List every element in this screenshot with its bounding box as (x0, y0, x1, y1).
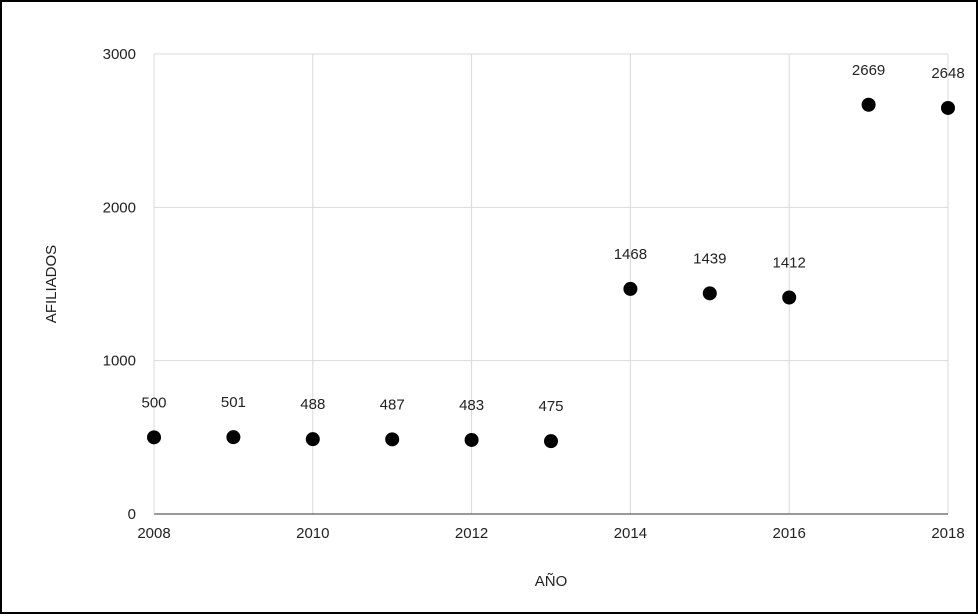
data-label: 487 (380, 396, 405, 413)
y-tick-label: 2000 (103, 199, 136, 216)
tick-labels: 2008 2010 2012 2014 2016 2018 0 1000 2000 3000 (103, 46, 965, 542)
data-point (623, 281, 638, 296)
y-tick-label: 1000 (103, 353, 136, 370)
data-label: 475 (538, 398, 563, 415)
x-axis-title: AÑO (535, 573, 568, 590)
data-point (464, 432, 479, 447)
data-label: 2648 (931, 65, 964, 82)
y-tick-label: 0 (128, 506, 136, 523)
data-label: 500 (141, 394, 166, 411)
data-label: 501 (221, 394, 246, 411)
x-tick-label: 2018 (931, 525, 964, 542)
data-point (305, 432, 320, 447)
x-tick-label: 2012 (455, 525, 488, 542)
y-axis-title: AFILIADOS (43, 245, 60, 323)
data-labels: 500 501 488 487 483 475 1468 1439 1412 2669 2648 (141, 62, 964, 415)
data-point (147, 430, 161, 445)
data-points (147, 97, 955, 449)
data-point (702, 286, 717, 301)
data-label: 1439 (693, 250, 726, 267)
x-tick-label: 2008 (137, 525, 170, 542)
data-label: 483 (459, 397, 484, 414)
data-point (941, 100, 955, 115)
data-label: 1468 (614, 246, 647, 263)
data-point (782, 290, 797, 305)
data-point (385, 432, 400, 447)
x-tick-label: 2014 (614, 525, 647, 542)
data-label: 488 (300, 396, 325, 413)
data-point (544, 434, 558, 449)
data-point (226, 430, 241, 445)
x-tick-label: 2016 (773, 525, 806, 542)
x-tick-label: 2010 (296, 525, 329, 542)
y-tick-label: 3000 (103, 46, 136, 63)
data-label: 2669 (852, 62, 885, 79)
grid-layer (154, 53, 949, 514)
data-point (861, 97, 876, 112)
data-label: 1412 (773, 254, 806, 271)
